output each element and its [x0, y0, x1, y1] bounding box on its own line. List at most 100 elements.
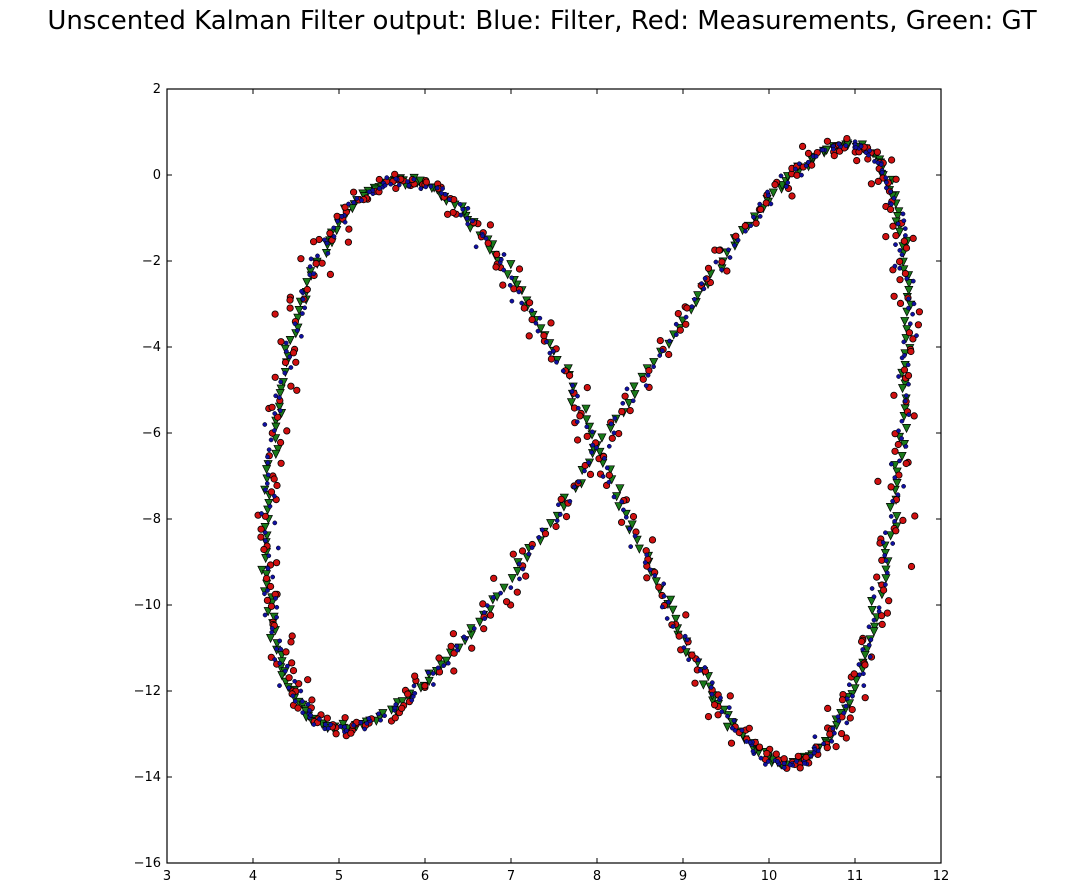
filter-point: [589, 450, 594, 455]
measurement-point: [639, 375, 647, 383]
ground-truth-point: [881, 565, 891, 575]
filter-point: [272, 520, 278, 526]
measurement-point: [899, 516, 907, 525]
filter-point: [813, 154, 819, 159]
filter-point: [274, 614, 279, 620]
ground-truth-point: [627, 520, 637, 530]
filter-point: [861, 671, 866, 677]
chart-marks: [254, 135, 924, 772]
filter-point: [351, 722, 356, 728]
filter-point: [719, 267, 724, 273]
measurement-point: [874, 477, 882, 485]
filter-point: [888, 514, 894, 519]
filter-point: [880, 540, 886, 545]
filter-point: [263, 487, 268, 493]
filter-point: [829, 738, 835, 744]
filter-point: [897, 458, 902, 464]
filter-point: [263, 538, 268, 544]
ground-truth-point: [475, 617, 485, 627]
y-tick-label: −14: [134, 770, 161, 785]
measurement-point: [771, 181, 779, 189]
measurement-point: [741, 222, 749, 230]
filter-point: [907, 321, 913, 327]
filter-point: [454, 643, 460, 649]
filter-point: [892, 475, 898, 480]
measurement-point: [303, 285, 311, 294]
filter-point: [843, 143, 849, 148]
filter-point: [325, 251, 331, 256]
series-filter: [259, 139, 919, 771]
measurement-point: [617, 518, 626, 526]
measurement-point: [515, 265, 524, 273]
plot-frame: [166, 88, 942, 864]
measurement-point: [727, 739, 736, 747]
measurement-point: [484, 239, 492, 247]
measurement-point: [262, 574, 271, 583]
filter-point: [457, 201, 463, 207]
ground-truth-point: [881, 574, 891, 584]
filter-point: [775, 758, 780, 764]
filter-point: [763, 762, 768, 767]
filter-point: [895, 221, 901, 227]
measurement-point: [688, 651, 696, 659]
measurement-point: [892, 527, 900, 535]
measurement-point: [907, 562, 916, 571]
measurement-point: [391, 714, 399, 722]
filter-point: [342, 219, 348, 225]
filter-point: [895, 492, 901, 498]
filter-point: [808, 753, 814, 759]
x-tick-label: 4: [249, 869, 257, 884]
measurement-point: [615, 429, 623, 438]
filter-point: [273, 596, 278, 601]
filter-point: [326, 726, 331, 731]
filter-point: [619, 499, 625, 505]
measurement-point: [277, 459, 285, 467]
ground-truth-point: [277, 671, 287, 681]
filter-point: [412, 690, 418, 696]
measurement-point: [629, 512, 638, 521]
filter-point: [883, 558, 889, 564]
measurement-point: [304, 676, 312, 684]
measurement-point: [683, 304, 691, 312]
filter-point: [659, 348, 665, 353]
filter-point: [903, 393, 909, 398]
measurement-point: [492, 263, 500, 271]
filter-point: [575, 393, 580, 399]
ground-truth-point: [546, 519, 556, 529]
ground-truth-point: [894, 207, 904, 217]
measurement-point: [798, 142, 807, 150]
measurement-point: [295, 680, 303, 688]
filter-point: [308, 256, 314, 262]
measurement-point: [297, 255, 305, 263]
filter-point: [431, 682, 436, 687]
x-tick-label: 6: [421, 869, 429, 884]
filter-point: [359, 198, 364, 203]
measurement-point: [674, 309, 682, 318]
measurement-point: [682, 611, 690, 619]
filter-point: [686, 657, 691, 663]
measurement-point: [266, 582, 275, 591]
measurement-point: [648, 536, 657, 544]
measurement-point: [890, 391, 898, 399]
filter-point: [698, 667, 703, 673]
filter-point: [298, 688, 304, 694]
measurement-point: [885, 597, 893, 605]
series-gt: [257, 139, 916, 770]
filter-point: [612, 415, 618, 421]
filter-point: [425, 670, 431, 675]
measurement-point: [565, 371, 574, 379]
filter-point: [904, 276, 910, 281]
filter-point: [584, 424, 590, 430]
filter-point: [290, 693, 296, 699]
ground-truth-point: [271, 449, 281, 459]
measurement-point: [282, 648, 290, 656]
filter-point: [484, 603, 490, 608]
filter-point: [783, 184, 789, 189]
filter-point: [491, 595, 496, 600]
filter-point: [719, 709, 725, 715]
measurement-point: [422, 178, 430, 186]
filter-point: [794, 758, 799, 764]
filter-point: [382, 183, 388, 188]
filter-point: [440, 186, 445, 191]
ground-truth-point: [271, 422, 281, 432]
